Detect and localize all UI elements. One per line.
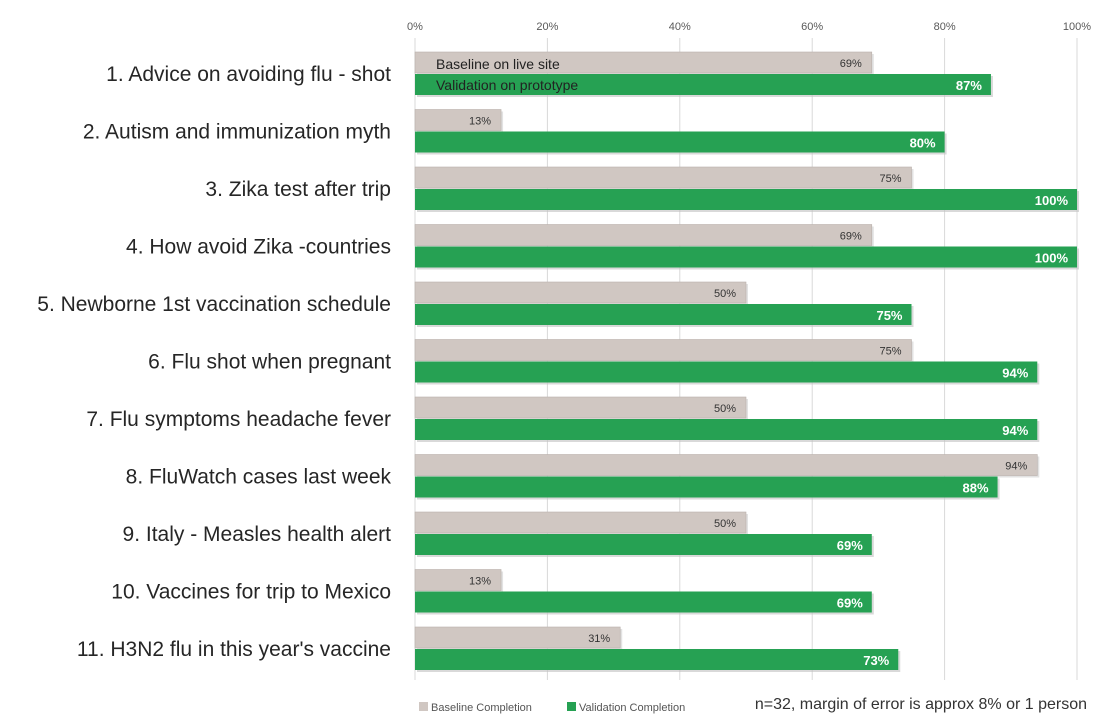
data-label-baseline: 31% — [588, 633, 610, 645]
data-label-baseline: 50% — [714, 288, 736, 300]
bar-baseline — [414, 109, 502, 131]
data-label-validation: 80% — [910, 136, 936, 151]
x-tick-label: 60% — [801, 21, 823, 33]
x-tick-label: 80% — [934, 21, 956, 33]
x-tick-label: 20% — [536, 21, 558, 33]
bar-baseline — [414, 454, 1038, 476]
data-label-validation: 87% — [956, 78, 982, 93]
data-label-baseline: 13% — [469, 576, 491, 588]
bar-baseline — [414, 626, 621, 649]
data-label-baseline: 50% — [714, 518, 736, 530]
bar-baseline — [414, 569, 502, 591]
x-tick-label: 100% — [1063, 21, 1091, 33]
x-tick-label: 40% — [669, 21, 691, 33]
legend-swatch-baseline — [419, 702, 428, 711]
data-label-baseline: 69% — [840, 58, 862, 70]
legend-label-baseline: Baseline Completion — [431, 702, 532, 714]
bar-validation — [415, 246, 1077, 268]
data-label-baseline: 75% — [879, 346, 901, 358]
x-tick-label: 0% — [407, 21, 423, 33]
bar-baseline — [414, 511, 747, 534]
data-label-validation: 100% — [1035, 193, 1069, 208]
bar-validation — [415, 361, 1038, 383]
data-label-validation: 73% — [863, 653, 889, 668]
category-label: 2. Autism and immunization myth — [83, 121, 391, 144]
category-label: 9. Italy - Measles health alert — [123, 523, 392, 546]
category-label: 7. Flu symptoms headache fever — [86, 408, 391, 431]
data-label-baseline: 94% — [1005, 461, 1027, 473]
bar-baseline — [414, 166, 912, 189]
baseline-inbar-annotation: Baseline on live site — [436, 56, 560, 72]
bar-validation — [415, 476, 998, 498]
bar-validation — [415, 534, 872, 555]
data-label-validation: 94% — [1002, 366, 1028, 381]
category-label: 6. Flu shot when pregnant — [148, 351, 391, 374]
bars — [414, 51, 1079, 672]
bar-validation — [415, 649, 899, 670]
category-label: 10. Vaccines for trip to Mexico — [111, 581, 391, 604]
category-label: 5. Newborne 1st vaccination schedule — [37, 293, 391, 316]
bar-validation — [415, 591, 872, 613]
category-label: 8. FluWatch cases last week — [126, 466, 392, 489]
bar-baseline — [414, 224, 873, 246]
data-label-baseline: 50% — [714, 403, 736, 415]
bar-validation — [415, 189, 1077, 210]
data-label-baseline: 69% — [840, 231, 862, 243]
data-label-baseline: 13% — [469, 116, 491, 128]
bar-validation — [415, 304, 912, 325]
legend-label-validation: Validation Completion — [579, 702, 685, 714]
data-label-validation: 100% — [1035, 251, 1069, 266]
sample-note: n=32, margin of error is approx 8% or 1 … — [755, 696, 1087, 713]
legend-swatch-validation — [567, 702, 576, 711]
legend: Baseline Completion Validation Completio… — [419, 696, 1087, 714]
data-label-validation: 69% — [837, 538, 863, 553]
category-label: 4. How avoid Zika -countries — [126, 236, 391, 259]
category-label: 3. Zika test after trip — [205, 178, 391, 201]
bar-validation — [415, 419, 1038, 440]
data-label-validation: 94% — [1002, 423, 1028, 438]
category-labels: 1. Advice on avoiding flu - shot 2. Autis… — [37, 63, 391, 661]
annotations: Baseline on live site Validation on prot… — [436, 56, 578, 93]
data-label-validation: 75% — [876, 308, 902, 323]
category-label: 1. Advice on avoiding flu - shot — [106, 63, 391, 86]
bar-baseline — [414, 51, 873, 74]
data-labels: 69% 87% 13% 80% 75% 100% 69% 100% 50% 75% 75% 94% 50… — [469, 58, 1068, 668]
bar-validation — [415, 74, 991, 95]
bar-baseline — [414, 281, 747, 304]
bar-validation — [415, 131, 945, 153]
bar-baseline — [414, 339, 912, 361]
category-label: 11. H3N2 flu in this year's vaccine — [77, 638, 391, 661]
data-label-validation: 69% — [837, 596, 863, 611]
bar-baseline — [414, 396, 747, 419]
data-label-validation: 88% — [963, 481, 989, 496]
validation-inbar-annotation: Validation on prototype — [436, 77, 578, 93]
x-axis-ticks: 0% 20% 40% 60% 80% 100% — [407, 21, 1091, 33]
data-label-baseline: 75% — [879, 173, 901, 185]
